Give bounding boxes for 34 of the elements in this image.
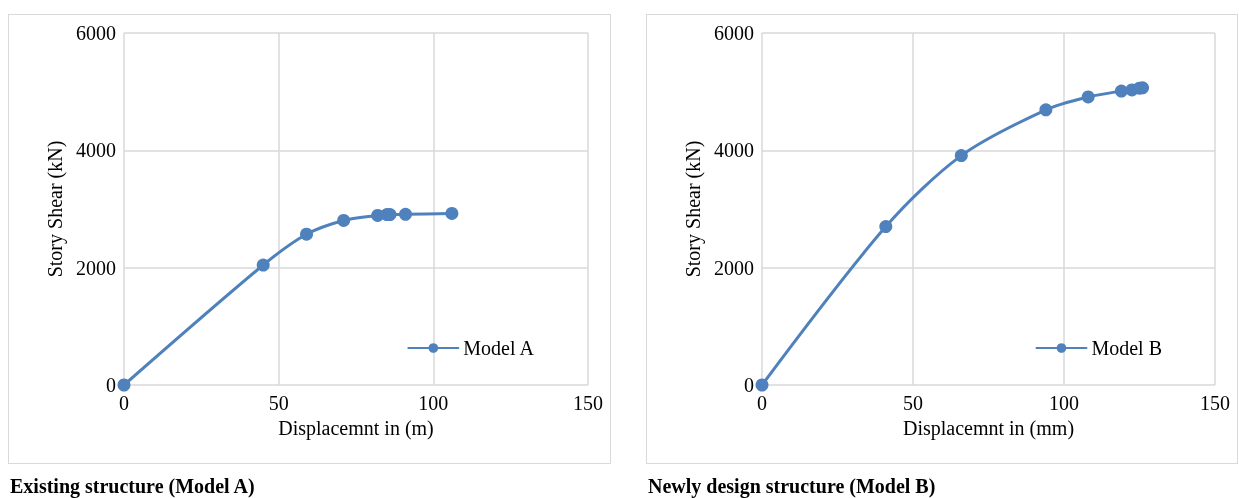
point — [445, 206, 459, 220]
y-tick-label: 6000 — [76, 22, 116, 44]
point — [256, 258, 270, 272]
legend-label: Model A — [463, 337, 535, 359]
point — [879, 220, 893, 234]
point — [755, 378, 769, 392]
x-tick-label: 150 — [573, 392, 603, 414]
x-axis-title: Displacemnt in (mm) — [902, 416, 1075, 440]
point — [1039, 103, 1053, 117]
y-tick-label: 4000 — [76, 139, 116, 162]
x-tick-label: 50 — [903, 392, 923, 414]
text: Newly design structure (Model B) — [648, 475, 936, 498]
y-tick-label: 2000 — [714, 256, 754, 279]
point — [954, 149, 968, 163]
legend-label: Model B — [1091, 337, 1163, 359]
point — [300, 227, 314, 241]
y-tick-label: 2000 — [76, 256, 116, 279]
x-axis-title: Displacemnt in (m) — [278, 416, 434, 440]
y-axis-title: Story Shear (kN) — [44, 140, 68, 278]
x-tick-label: 150 — [1200, 392, 1230, 414]
x-tick-label: 50 — [268, 392, 289, 414]
point — [399, 207, 412, 221]
y-tick-label: 4000 — [714, 139, 754, 162]
text: Existing structure (Model A) — [10, 475, 255, 498]
x-tick-label: 100 — [1049, 392, 1079, 414]
point — [1081, 90, 1095, 104]
point — [337, 213, 351, 227]
point — [1114, 84, 1128, 98]
y-tick-label: 0 — [744, 374, 754, 396]
y-axis-title: Story Shear (kN) — [682, 140, 706, 278]
x-tick-label: 100 — [418, 392, 449, 414]
y-tick-label: 6000 — [714, 22, 754, 44]
point — [117, 378, 131, 392]
y-tick-label: 0 — [106, 374, 116, 396]
